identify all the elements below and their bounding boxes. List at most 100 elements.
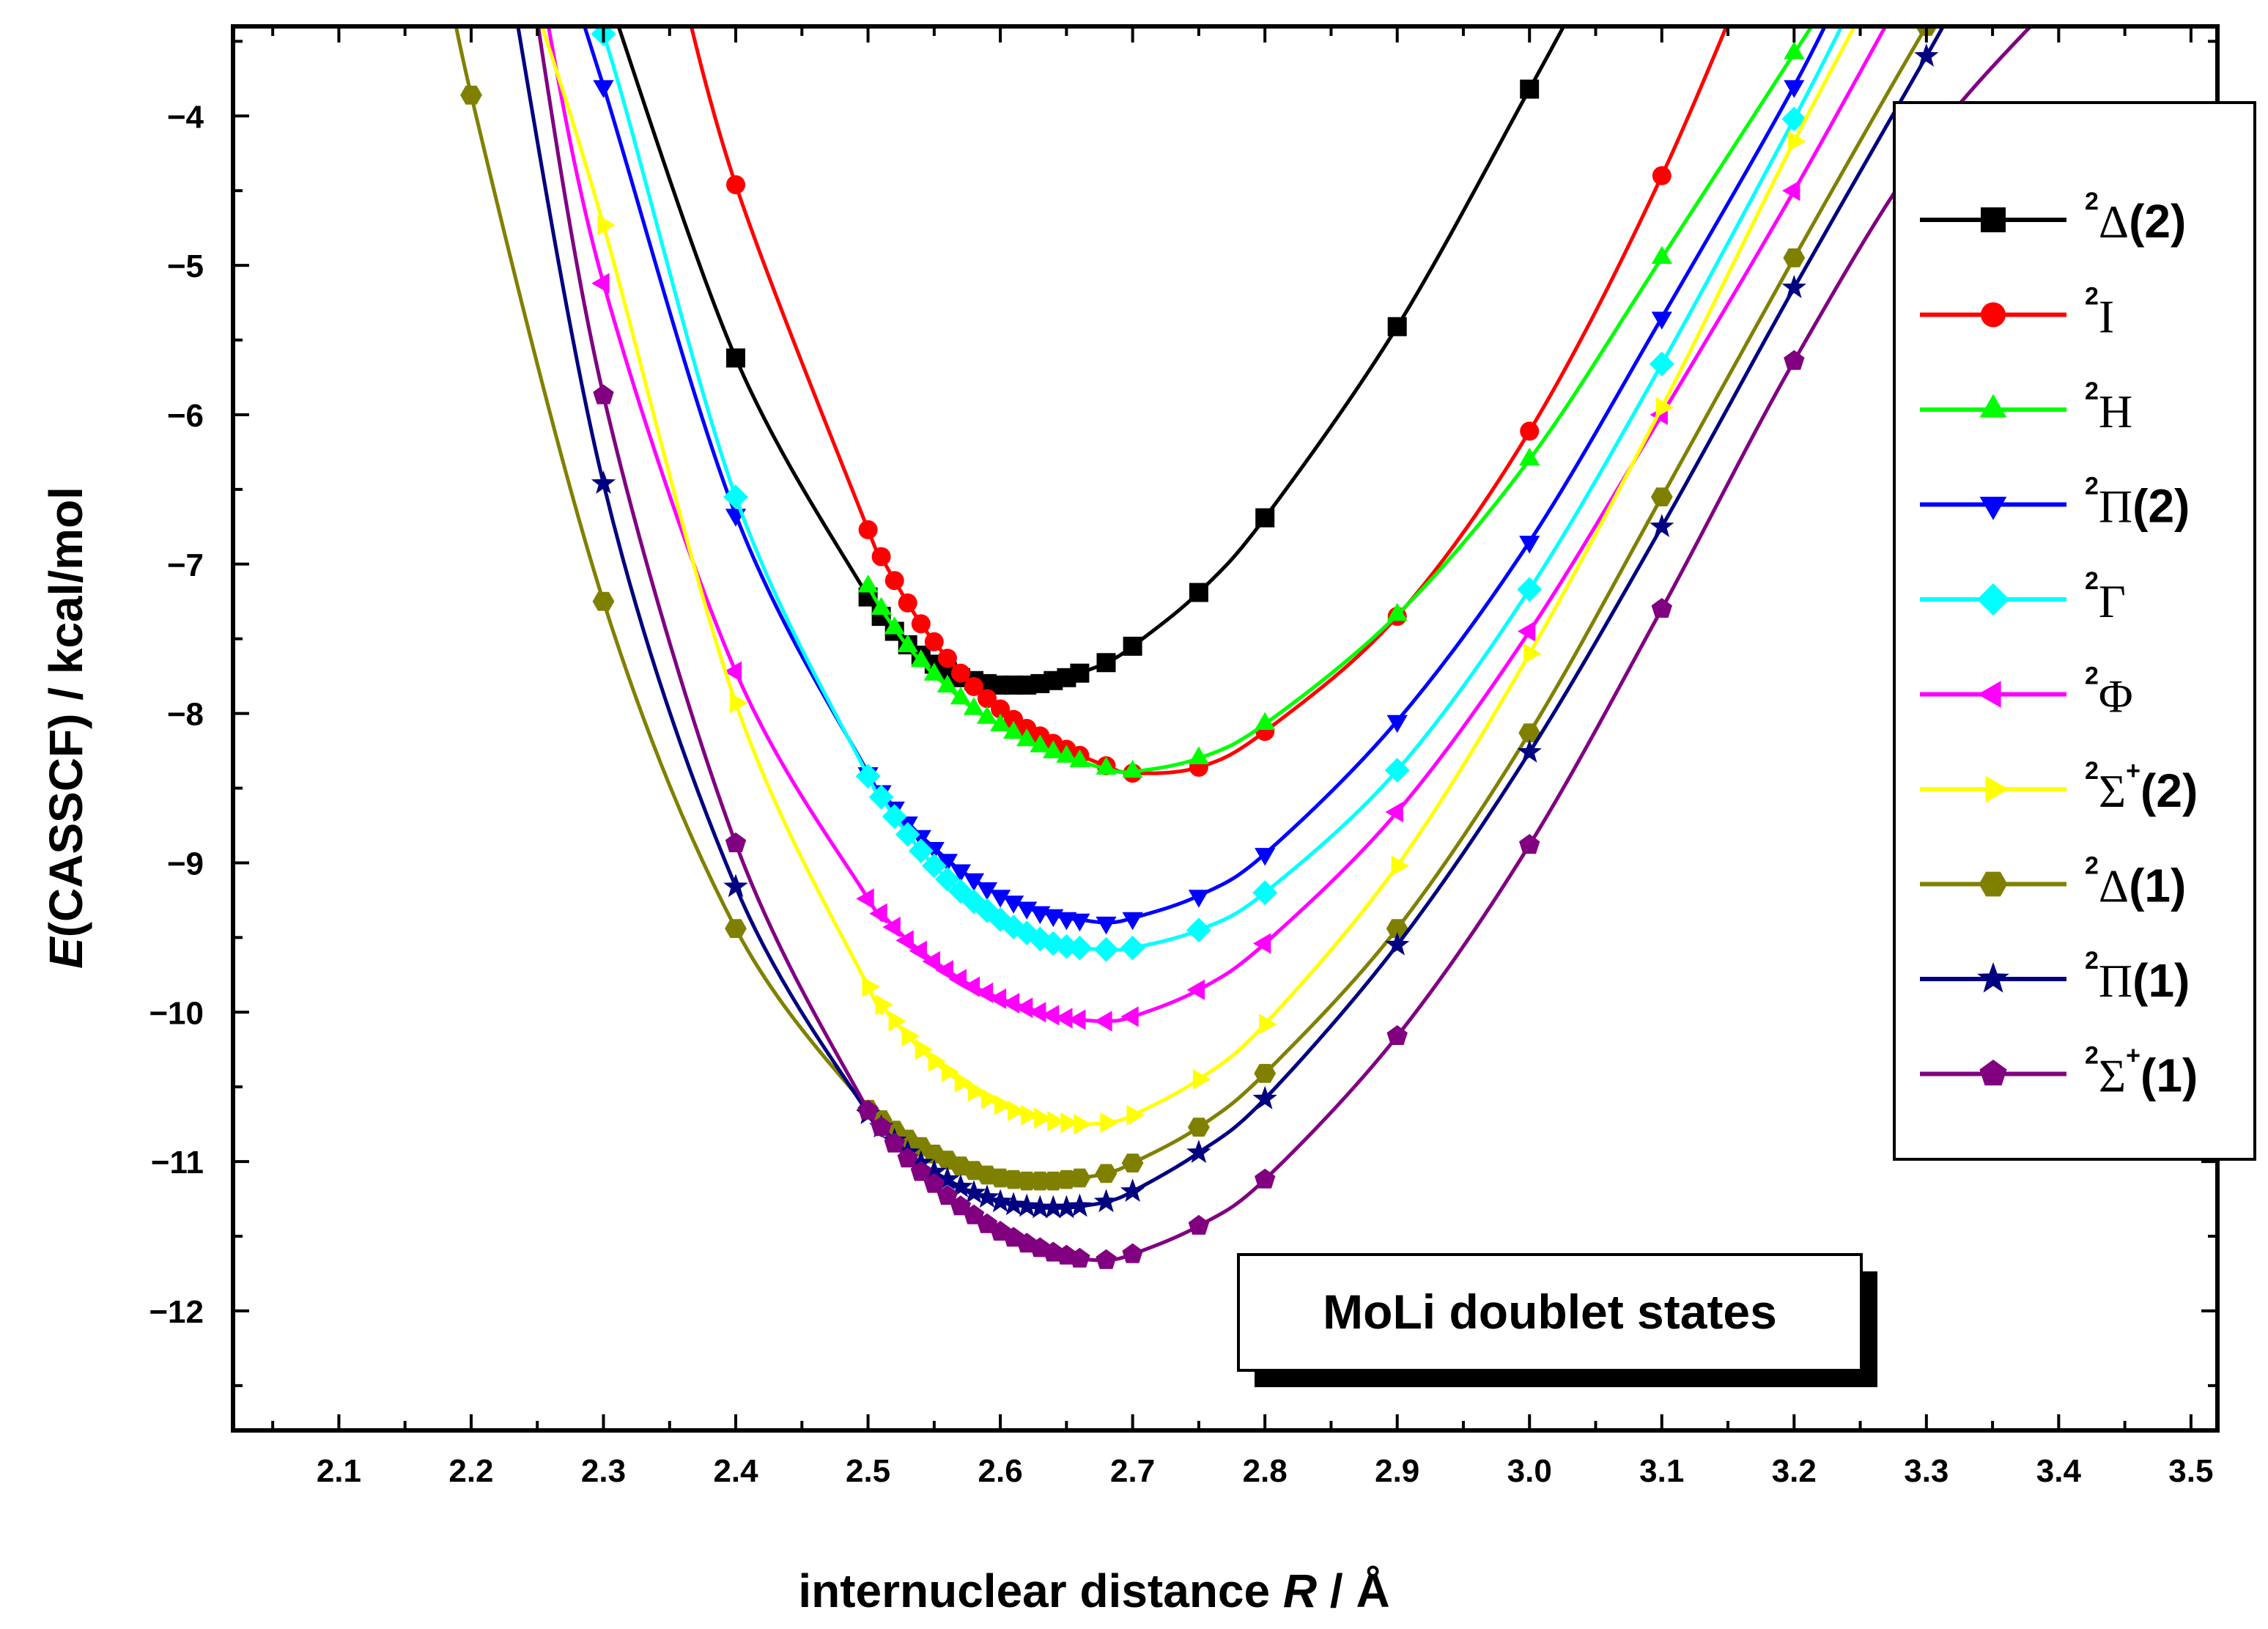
data-point	[948, 879, 973, 904]
data-point	[723, 484, 748, 509]
data-point	[1068, 1168, 1091, 1188]
data-point	[976, 706, 998, 724]
data-point	[1784, 80, 1805, 98]
data-point	[1385, 802, 1403, 823]
x-tick-label: 3.4	[2036, 1453, 2082, 1489]
data-point	[967, 1081, 986, 1102]
data-point	[1517, 739, 1542, 763]
data-point	[884, 571, 904, 591]
data-point	[1517, 577, 1543, 602]
data-point	[961, 889, 986, 915]
data-point	[1047, 1111, 1065, 1132]
legend-label: 2Σ+(1)	[2085, 1042, 2198, 1102]
data-point	[1096, 756, 1117, 775]
data-point	[1391, 855, 1409, 876]
annotation-frame	[1237, 1253, 1863, 1372]
data-point	[950, 864, 971, 882]
data-point	[726, 175, 745, 195]
data-point	[921, 853, 947, 879]
legend-entry: 2I	[1920, 283, 2114, 343]
data-point	[1188, 1118, 1210, 1137]
data-point	[978, 689, 997, 709]
x-tick-label: 2.5	[846, 1453, 890, 1489]
data-point	[597, 215, 616, 236]
data-point	[1054, 1008, 1073, 1029]
data-point	[988, 907, 1013, 932]
data-point	[1386, 1025, 1408, 1045]
data-point	[1784, 41, 1805, 59]
data-point	[991, 699, 1011, 719]
x-tick-label: 3.3	[1904, 1453, 1949, 1489]
data-point	[1781, 106, 1807, 132]
annotation-box: MoLi doublet states	[1237, 1253, 1877, 1387]
data-point	[882, 804, 907, 830]
data-point	[1041, 1194, 1065, 1219]
legend-marker	[1977, 681, 2001, 708]
legend-marker	[1979, 871, 2008, 897]
data-point	[1070, 663, 1090, 683]
data-point	[1003, 720, 1024, 739]
data-point	[1056, 745, 1077, 763]
y-tick-label: −4	[167, 99, 204, 135]
data-point	[1054, 934, 1079, 959]
data-point	[857, 575, 879, 593]
data-point	[1096, 916, 1117, 935]
data-point	[1021, 1104, 1039, 1126]
data-point	[963, 697, 985, 715]
data-point	[1649, 351, 1674, 377]
data-point	[975, 1184, 1000, 1208]
legend-label: 2Π(1)	[2085, 947, 2190, 1007]
data-point	[1781, 275, 1806, 298]
x-tick-label: 2.2	[448, 1453, 493, 1489]
data-point	[980, 1088, 1000, 1109]
data-point	[1519, 536, 1540, 554]
data-point	[1120, 1006, 1139, 1027]
y-tick-label: −10	[149, 995, 204, 1031]
data-point	[897, 634, 918, 652]
data-point	[591, 470, 616, 494]
legend-marker	[1981, 302, 2006, 328]
data-point	[1186, 917, 1211, 943]
data-point	[726, 348, 745, 368]
legend-label: 2Γ	[2085, 567, 2126, 627]
data-point	[1252, 933, 1271, 954]
series-6	[546, 26, 1888, 1032]
legend-entry: 2Σ+(1)	[1920, 1042, 2198, 1102]
legend-label: 2Δ(1)	[2085, 852, 2186, 912]
data-point	[1001, 1192, 1026, 1216]
data-point	[898, 593, 917, 613]
data-point	[1386, 919, 1408, 938]
data-point	[1650, 514, 1674, 537]
data-point	[1519, 447, 1540, 466]
data-point	[1520, 79, 1540, 99]
y-tick-label: −8	[167, 697, 204, 733]
data-point	[954, 1072, 973, 1093]
data-point	[950, 663, 970, 683]
data-point	[723, 873, 748, 898]
data-point	[963, 873, 985, 892]
data-point	[1121, 1153, 1144, 1172]
data-point	[941, 1061, 960, 1082]
data-point	[1517, 621, 1536, 642]
data-point	[884, 616, 905, 635]
data-point	[1014, 920, 1040, 946]
data-point	[1126, 1104, 1145, 1126]
data-point	[975, 898, 1000, 923]
data-point	[937, 649, 957, 668]
data-point	[1651, 245, 1672, 264]
data-point	[882, 917, 901, 938]
data-point	[868, 784, 894, 810]
legend-label: 2Δ(2)	[2085, 188, 2186, 248]
data-point	[1254, 1063, 1277, 1083]
data-point	[937, 674, 958, 692]
x-tick-label: 2.4	[713, 1453, 758, 1489]
data-point	[856, 888, 874, 909]
data-point	[937, 1185, 958, 1205]
data-point	[1192, 1068, 1211, 1090]
data-point	[1069, 749, 1090, 767]
data-point	[948, 969, 967, 990]
data-point	[964, 676, 983, 696]
data-point	[1188, 890, 1209, 908]
data-point	[1014, 997, 1033, 1019]
y-tick-label: −11	[151, 1145, 204, 1181]
